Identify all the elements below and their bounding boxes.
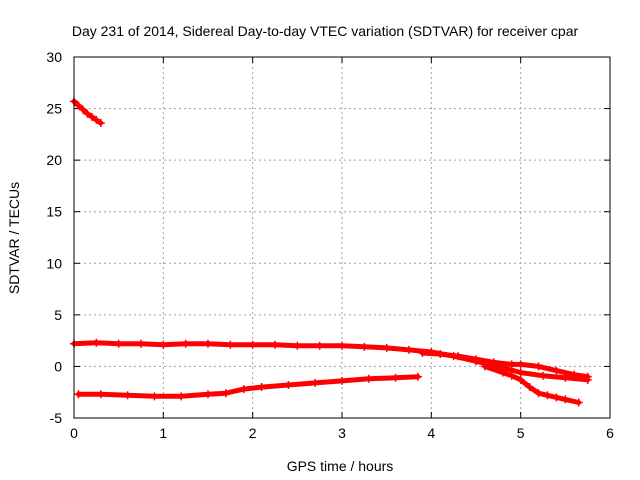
data-point: [123, 391, 132, 400]
data-point: [516, 368, 525, 377]
data-point: [204, 390, 212, 399]
data-point: [248, 340, 257, 349]
series-track: [76, 374, 421, 399]
data-point: [418, 349, 427, 358]
data-point: [454, 352, 463, 361]
series-3: [418, 349, 592, 381]
data-series: [70, 97, 592, 407]
data-point: [293, 341, 302, 350]
x-tick-label: 4: [427, 425, 435, 441]
series-4: [74, 372, 422, 401]
data-point: [137, 339, 145, 348]
data-point: [74, 101, 83, 110]
data-point: [525, 383, 534, 392]
data-point: [284, 380, 293, 389]
data-point: [480, 362, 489, 371]
x-tick-label: 1: [159, 425, 167, 441]
data-point: [96, 119, 105, 128]
data-point: [436, 350, 445, 359]
data-point: [150, 392, 159, 401]
y-tick-label: 20: [46, 152, 62, 168]
data-point: [552, 366, 561, 375]
data-point: [177, 392, 186, 401]
data-point: [83, 109, 92, 118]
data-point: [221, 389, 230, 398]
x-tick-label: 6: [606, 425, 614, 441]
data-point: [413, 372, 422, 381]
data-point: [498, 368, 507, 377]
data-point: [570, 370, 579, 379]
data-point: [583, 372, 592, 381]
data-point: [552, 393, 561, 402]
x-tick-label: 2: [249, 425, 257, 441]
data-point: [96, 390, 105, 399]
x-tick-label: 5: [517, 425, 525, 441]
data-point: [114, 339, 123, 348]
chart-title: Day 231 of 2014, Sidereal Day-to-day VTE…: [72, 23, 579, 39]
data-point: [507, 371, 516, 380]
data-point: [516, 375, 525, 384]
x-tick-label: 0: [70, 425, 78, 441]
data-point: [311, 378, 320, 387]
data-point: [472, 355, 480, 364]
data-point: [87, 112, 96, 121]
plot-frame: [73, 56, 611, 419]
y-tick-label: -5: [50, 410, 63, 426]
y-tick-label: 5: [54, 307, 62, 323]
data-point: [78, 105, 87, 114]
data-point: [364, 374, 373, 383]
data-point: [543, 391, 552, 400]
y-tick-label: 25: [46, 101, 62, 117]
series-1: [70, 97, 105, 128]
data-point: [489, 358, 498, 367]
data-point: [338, 376, 346, 385]
y-axis-label: SDTVAR / TECUs: [6, 182, 22, 294]
data-point: [271, 340, 279, 349]
data-point: [338, 341, 346, 350]
data-point: [239, 385, 248, 394]
data-point: [92, 338, 101, 347]
data-point: [360, 342, 369, 351]
data-point: [561, 395, 570, 404]
data-point: [74, 390, 83, 399]
data-point: [516, 360, 525, 369]
series-5: [480, 362, 583, 407]
data-point: [574, 398, 583, 407]
x-tick-label: 3: [338, 425, 346, 441]
data-point: [405, 345, 413, 354]
data-point: [382, 343, 391, 352]
x-axis-label: GPS time / hours: [287, 458, 394, 474]
data-point: [391, 373, 400, 382]
data-point: [92, 115, 101, 124]
y-tick-label: 30: [46, 49, 62, 65]
y-tick-label: 10: [46, 255, 62, 271]
data-point: [534, 362, 543, 371]
data-point: [315, 341, 324, 350]
series-track: [482, 363, 582, 405]
data-point: [159, 340, 168, 349]
data-point: [204, 339, 212, 348]
data-point: [257, 383, 266, 392]
data-point: [534, 389, 543, 398]
data-point: [539, 371, 547, 380]
data-point: [181, 339, 190, 348]
data-point: [226, 340, 235, 349]
y-tick-label: 15: [46, 204, 62, 220]
y-tick-label: 0: [54, 358, 62, 374]
data-point: [507, 360, 516, 369]
